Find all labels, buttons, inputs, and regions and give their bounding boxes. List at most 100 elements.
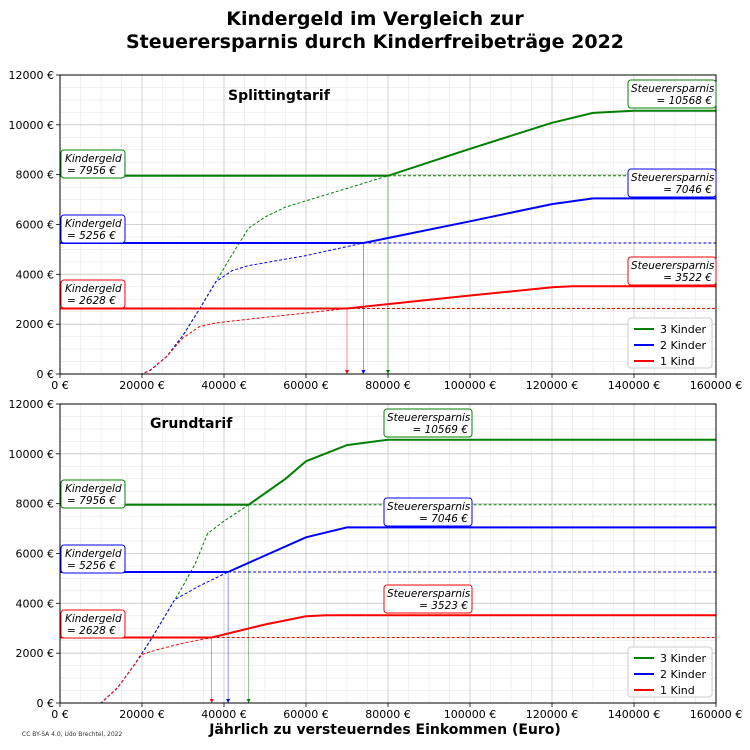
savings-label-box <box>627 256 717 286</box>
kindergeld-label-title: Kindergeld <box>65 153 122 165</box>
series-line-3-kinder <box>248 438 716 506</box>
savings-label-box <box>627 79 717 109</box>
x-tick-label: 40000 € <box>201 708 247 721</box>
x-tick-label: 120000 € <box>526 708 579 721</box>
x-tick-label: 140000 € <box>608 379 661 392</box>
x-tick-label: 160000 € <box>690 379 743 392</box>
series-line-3-kinder <box>387 109 716 177</box>
kindergeld-label-title: Kindergeld <box>65 483 122 495</box>
crossover-arrow <box>226 699 231 703</box>
series-line-2-kinder <box>363 197 716 244</box>
crossover-arrow <box>361 370 366 374</box>
kindergeld-label-box <box>60 544 126 574</box>
x-tick-label: 160000 € <box>690 708 743 721</box>
savings-label-title: Steuerersparnis <box>387 501 471 513</box>
x-tick-label: 0 € <box>51 379 69 392</box>
y-tick-label: 0 € <box>37 368 55 381</box>
x-tick-label: 60000 € <box>283 708 329 721</box>
panel-subtitle: Splittingtarif <box>228 88 331 104</box>
y-tick-label: 6000 € <box>16 548 55 561</box>
panel-subtitle: Grundtarif <box>150 416 233 432</box>
series-dashed-1-kind <box>60 308 348 374</box>
x-tick-label: 60000 € <box>283 379 329 392</box>
savings-label-title: Steuerersparnis <box>387 588 471 600</box>
x-tick-label: 20000 € <box>119 708 165 721</box>
y-tick-label: 2000 € <box>16 318 55 331</box>
legend-box <box>627 646 713 698</box>
crossover-arrow <box>345 370 349 374</box>
y-tick-label: 6000 € <box>16 219 55 232</box>
y-tick-label: 4000 € <box>16 268 55 281</box>
savings-label-title: Steuerersparnis <box>631 172 715 184</box>
legend-entry: 3 Kinder <box>660 323 706 336</box>
x-tick-label: 100000 € <box>444 708 497 721</box>
plot-area <box>60 109 716 374</box>
y-tick-label: 10000 € <box>9 119 55 132</box>
legend-entry: 1 Kind <box>660 355 695 368</box>
kindergeld-label-value: = 7956 € <box>67 495 116 507</box>
y-tick-label: 10000 € <box>9 448 55 461</box>
x-tick-label: 100000 € <box>444 379 497 392</box>
y-tick-label: 4000 € <box>16 597 55 610</box>
kindergeld-label-title: Kindergeld <box>65 283 122 295</box>
savings-label-box <box>627 168 717 198</box>
axes-frame <box>59 74 717 375</box>
chart-title: Kindergeld im Vergleich zur Steuererspar… <box>0 8 750 54</box>
legend-entry: 3 Kinder <box>660 652 706 665</box>
savings-label-value: = 7046 € <box>663 184 712 196</box>
x-tick-label: 80000 € <box>365 379 411 392</box>
kindergeld-label-value: = 5256 € <box>67 230 116 242</box>
kindergeld-label-title: Kindergeld <box>65 218 122 230</box>
savings-label-title: Steuerersparnis <box>387 412 471 424</box>
y-tick-label: 0 € <box>37 697 55 710</box>
series-line-2-kinder <box>227 526 716 573</box>
kindergeld-label-value: = 7956 € <box>67 165 116 177</box>
savings-label-box <box>383 408 473 438</box>
y-tick-label: 12000 € <box>9 398 55 411</box>
legend-entry: 2 Kinder <box>660 339 706 352</box>
legend-entry: 1 Kind <box>660 684 695 697</box>
kindergeld-label-box <box>60 279 126 309</box>
x-tick-label: 80000 € <box>365 708 411 721</box>
kindergeld-label-value: = 2628 € <box>67 625 116 637</box>
series-dashed-2-kinder <box>60 571 229 703</box>
credit-text: CC BY-SA 4.0, Udo Brechtel, 2022 <box>22 731 123 738</box>
kindergeld-label-box <box>60 149 126 179</box>
crossover-arrow <box>386 370 390 374</box>
kindergeld-label-value: = 2628 € <box>67 295 116 307</box>
series-dashed-3-kinder <box>60 504 249 703</box>
series-line-1-kind <box>346 285 716 310</box>
kindergeld-label-title: Kindergeld <box>65 613 122 625</box>
y-tick-label: 2000 € <box>16 647 55 660</box>
series-dashed-1-kind <box>60 637 212 703</box>
kindergeld-label-title: Kindergeld <box>65 548 122 560</box>
series-dashed-3-kinder <box>60 175 389 374</box>
kindergeld-label-box <box>60 609 126 639</box>
crossover-arrow <box>246 699 251 703</box>
chart-panel-1: 0 € 20000 € 40000 € 60000 € 80000 € 100000 € 1… <box>9 69 743 392</box>
kindergeld-label-box <box>60 479 126 509</box>
savings-label-value: = 10569 € <box>412 424 468 436</box>
savings-label-box <box>383 584 473 614</box>
x-tick-label: 20000 € <box>119 379 165 392</box>
y-tick-label: 8000 € <box>16 169 55 182</box>
savings-label-value: = 3522 € <box>663 272 712 284</box>
x-tick-label: 0 € <box>51 708 69 721</box>
x-axis-label: Jährlich zu versteuerndes Einkommen (Eur… <box>209 722 561 738</box>
crossover-arrow <box>209 699 214 703</box>
title-line-1: Kindergeld im Vergleich zur <box>226 8 524 30</box>
savings-label-box <box>383 497 473 527</box>
legend-box <box>627 317 713 369</box>
x-tick-label: 140000 € <box>608 708 661 721</box>
series-line-1-kind <box>211 614 716 639</box>
x-tick-label: 40000 € <box>201 379 247 392</box>
kindergeld-label-value: = 5256 € <box>67 560 116 572</box>
savings-label-value: = 10568 € <box>656 95 712 107</box>
legend-entry: 2 Kinder <box>660 668 706 681</box>
y-tick-label: 12000 € <box>9 69 55 82</box>
savings-label-title: Steuerersparnis <box>631 260 715 272</box>
savings-label-value: = 3523 € <box>419 600 468 612</box>
chart-panel-2: 0 € 20000 € 40000 € 60000 € 80000 € 100000 € 1… <box>9 398 743 721</box>
title-line-2: Steuerersparnis durch Kinderfreibeträge … <box>125 31 625 53</box>
